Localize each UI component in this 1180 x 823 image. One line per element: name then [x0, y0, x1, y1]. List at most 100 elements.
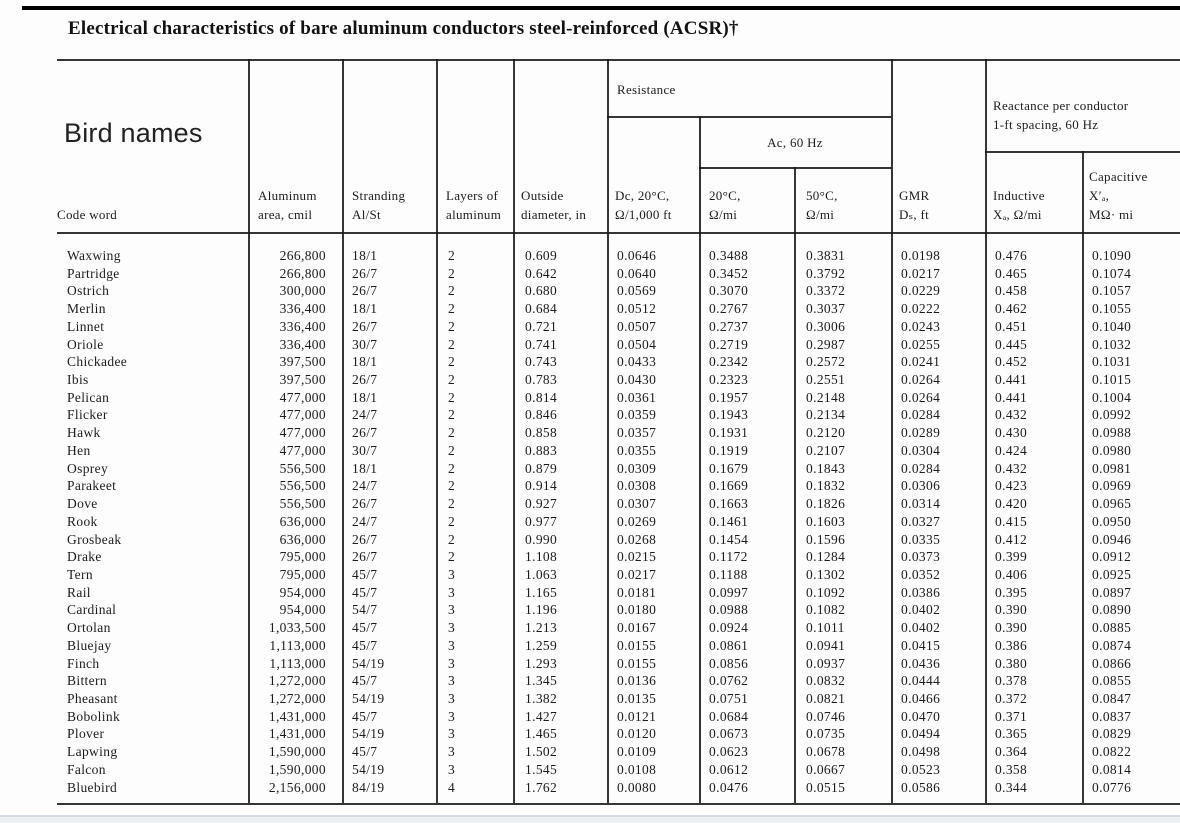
cell-aluminum_area: 954,000	[279, 584, 326, 600]
cell-gmr: 0.0386	[901, 584, 941, 600]
cell-layers: 2	[448, 248, 456, 263]
cell-stranding: 54/19	[352, 761, 385, 777]
cell-ac_20c: 0.0751	[709, 690, 749, 706]
cell-dc_20c: 0.0646	[617, 248, 657, 263]
bottom-strip-line	[0, 815, 1180, 817]
cell-layers: 3	[448, 584, 456, 600]
cell-capacitive: 0.0866	[1092, 655, 1132, 671]
cell-ac_50c: 0.2551	[806, 372, 846, 388]
col-header-outside-diameter: Outside diameter, in	[521, 188, 587, 222]
cell-gmr: 0.0373	[901, 549, 941, 565]
cell-gmr: 0.0222	[901, 301, 941, 317]
cell-aluminum_area: 477,000	[279, 425, 326, 441]
cell-layers: 2	[448, 283, 456, 299]
cell-outside_diameter: 1.196	[525, 602, 558, 618]
cell-layers: 2	[448, 354, 456, 370]
page-title: Electrical characteristics of bare alumi…	[68, 18, 739, 39]
col-header-layers: Layers of aluminum	[446, 188, 502, 222]
table-row: Hawk 477,000 26/7 2 0.858 0.0357 0.1931 0.2120 0…	[57, 424, 1180, 442]
cell-inductive: 0.358	[995, 761, 1028, 777]
table-row: Bobolink 1,431,000 45/7 3 1.427 0.0121 0.0684 0…	[57, 708, 1180, 726]
cell-outside_diameter: 1.165	[525, 584, 558, 600]
cell-inductive: 0.378	[995, 673, 1028, 689]
cell-code_word: Hen	[67, 442, 91, 458]
table-row: Finch 1,113,000 54/19 3 1.293 0.0155 0.0856 0.0…	[57, 655, 1180, 673]
col-border-aluminum-area	[248, 59, 250, 803]
cell-ac_50c: 0.0678	[806, 744, 846, 760]
cell-layers: 2	[448, 549, 456, 565]
cell-dc_20c: 0.0217	[617, 566, 657, 582]
cell-ac_20c: 0.1943	[709, 407, 749, 423]
col-border-ac50	[794, 167, 796, 803]
cell-outside_diameter: 0.680	[525, 283, 558, 299]
col-header-aluminum-area: Aluminum area, cmil	[258, 188, 317, 222]
cell-stranding: 54/19	[352, 655, 385, 671]
cell-gmr: 0.0494	[901, 726, 941, 742]
table-row: Osprey 556,500 18/1 2 0.879 0.0309 0.1679 0.184…	[57, 460, 1180, 478]
cell-code_word: Pheasant	[67, 690, 118, 706]
cell-ac_50c: 0.3831	[806, 248, 846, 263]
cell-aluminum_area: 300,000	[279, 283, 326, 299]
cell-inductive: 0.344	[995, 779, 1028, 795]
cell-gmr: 0.0255	[901, 336, 941, 352]
cell-ac_50c: 0.1082	[806, 602, 846, 618]
cell-ac_20c: 0.2323	[709, 372, 749, 388]
cell-ac_50c: 0.0821	[806, 690, 846, 706]
cell-ac_20c: 0.1679	[709, 460, 749, 476]
cell-stranding: 24/7	[352, 478, 378, 494]
cell-capacitive: 0.1015	[1092, 372, 1132, 388]
cell-outside_diameter: 1.382	[525, 690, 558, 706]
table-row: Tern 795,000 45/7 3 1.063 0.0217 0.1188 0.1302 0…	[57, 566, 1180, 584]
table-row: Falcon 1,590,000 54/19 3 1.545 0.0108 0.0612 0.…	[57, 761, 1180, 779]
table-row: Plover 1,431,000 54/19 3 1.465 0.0120 0.0673 0.…	[57, 725, 1180, 743]
cell-layers: 2	[448, 478, 456, 494]
cell-inductive: 0.380	[995, 655, 1028, 671]
cell-gmr: 0.0466	[901, 690, 941, 706]
cell-stranding: 54/7	[352, 602, 378, 618]
cell-inductive: 0.364	[995, 744, 1028, 760]
cell-dc_20c: 0.0269	[617, 513, 657, 529]
cell-layers: 2	[448, 425, 456, 441]
cell-code_word: Falcon	[67, 761, 106, 777]
cell-ac_20c: 0.2342	[709, 354, 749, 370]
cell-ac_20c: 0.1669	[709, 478, 749, 494]
table-row: Chickadee 397,500 18/1 2 0.743 0.0433 0.2342 0.…	[57, 353, 1180, 371]
cell-ac_20c: 0.2767	[709, 301, 749, 317]
cell-capacitive: 0.0822	[1092, 744, 1132, 760]
cell-gmr: 0.0264	[901, 389, 941, 405]
cell-ac_50c: 0.2120	[806, 425, 846, 441]
cell-ac_50c: 0.1596	[806, 531, 846, 547]
cell-code_word: Flicker	[67, 407, 108, 423]
cell-inductive: 0.465	[995, 265, 1028, 281]
cell-aluminum_area: 636,000	[279, 531, 326, 547]
cell-layers: 2	[448, 513, 456, 529]
cell-stranding: 26/7	[352, 496, 378, 512]
cell-ac_20c: 0.2737	[709, 318, 749, 334]
cell-outside_diameter: 0.914	[525, 478, 558, 494]
cell-ac_20c: 0.1663	[709, 496, 749, 512]
cell-aluminum_area: 636,000	[279, 513, 326, 529]
cell-outside_diameter: 1.213	[525, 620, 558, 636]
table-row: Pheasant 1,272,000 54/19 3 1.382 0.0135 0.0751…	[57, 690, 1180, 708]
cell-gmr: 0.0327	[901, 513, 941, 529]
table-row: Rail 954,000 45/7 3 1.165 0.0181 0.0997 0.1092 0…	[57, 584, 1180, 602]
cell-stranding: 45/7	[352, 708, 378, 724]
cell-stranding: 30/7	[352, 442, 378, 458]
table-row: Parakeet 556,500 24/7 2 0.914 0.0308 0.1669 0.1…	[57, 477, 1180, 495]
cell-outside_diameter: 0.858	[525, 425, 558, 441]
cell-gmr: 0.0415	[901, 637, 941, 653]
cell-stranding: 18/1	[352, 389, 378, 405]
cell-inductive: 0.372	[995, 690, 1028, 706]
cell-layers: 2	[448, 442, 456, 458]
cell-inductive: 0.412	[995, 531, 1028, 547]
cell-capacitive: 0.1032	[1092, 336, 1132, 352]
cell-inductive: 0.424	[995, 442, 1028, 458]
cell-dc_20c: 0.0268	[617, 531, 657, 547]
col-header-code-word: Code word	[57, 207, 118, 222]
cell-gmr: 0.0335	[901, 531, 941, 547]
cell-ac_50c: 0.2107	[806, 442, 846, 458]
cell-dc_20c: 0.0640	[617, 265, 657, 281]
cell-inductive: 0.390	[995, 602, 1028, 618]
col-border-gmr	[891, 59, 893, 803]
cell-stranding: 26/7	[352, 318, 378, 334]
